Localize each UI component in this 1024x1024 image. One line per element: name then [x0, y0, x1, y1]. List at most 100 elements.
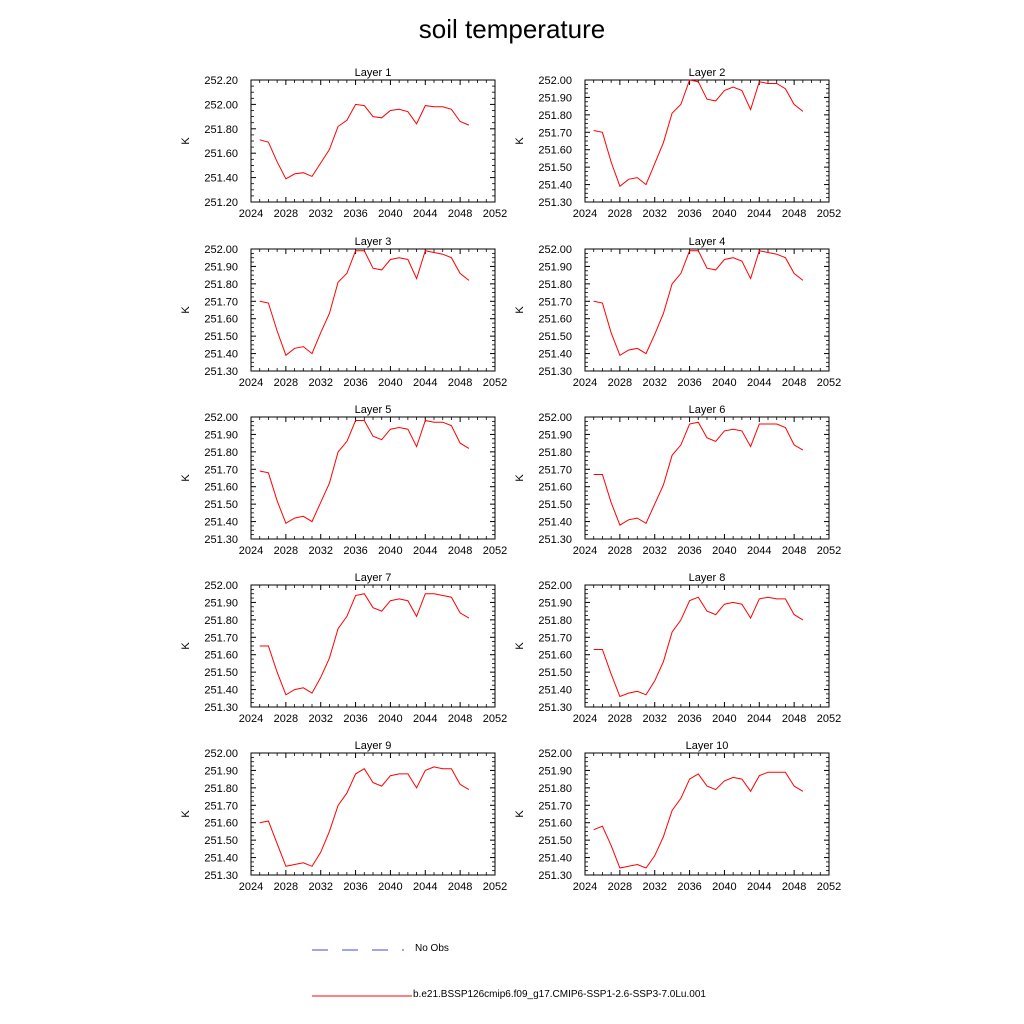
y-tick-label: 251.50 [538, 499, 572, 511]
plot-frame [584, 584, 830, 708]
x-tick-label: 2048 [782, 881, 806, 893]
x-tick-label: 2028 [274, 208, 298, 220]
x-tick-label: 2036 [677, 545, 701, 557]
x-tick-label: 2028 [608, 713, 632, 725]
y-tick-label: 251.80 [538, 615, 572, 627]
y-tick-label: 251.40 [204, 173, 238, 185]
x-tick-label: 2048 [448, 881, 472, 893]
x-tick-label: 2044 [747, 713, 771, 725]
x-tick-label: 2040 [378, 713, 402, 725]
y-tick-label: 251.60 [204, 482, 238, 494]
x-tick-label: 2048 [782, 208, 806, 220]
y-tick-label: 251.30 [538, 870, 572, 882]
panel-layer-7: Layer 7 2024 2028 2032 2036 2040 2044 2048 2052 2… [180, 572, 507, 725]
y-tick-label: 251.70 [204, 296, 238, 308]
legend-model-line [312, 995, 412, 997]
y-tick-label: 251.30 [538, 534, 572, 546]
x-tick-label: 2044 [747, 545, 771, 557]
y-tick-label: 251.40 [538, 349, 572, 361]
x-tick-label: 2024 [239, 713, 263, 725]
y-tick-label: 251.50 [538, 331, 572, 343]
y-axis-label: K [180, 137, 192, 145]
panel-layer-2: Layer 2 2024 2028 2032 2036 2040 2044 2048 2052 2… [514, 67, 841, 220]
y-tick-label: 251.40 [204, 853, 238, 865]
x-tick-label: 2028 [608, 377, 632, 389]
panel-layer-9: Layer 9 2024 2028 2032 2036 2040 2044 2048 2052 2… [180, 740, 507, 893]
y-tick-label: 251.40 [204, 349, 238, 361]
y-tick-label: 251.80 [538, 783, 572, 795]
y-tick-label: 251.70 [538, 127, 572, 139]
x-tick-label: 2044 [413, 377, 437, 389]
y-tick-label: 251.80 [204, 783, 238, 795]
x-tick-label: 2028 [274, 713, 298, 725]
panel-title: Layer 4 [689, 236, 726, 248]
x-tick-label: 2024 [573, 881, 597, 893]
x-tick-label: 2028 [608, 208, 632, 220]
y-tick-label: 251.40 [538, 853, 572, 865]
y-tick-label: 252.00 [538, 748, 572, 760]
legend-obs: No Obs [312, 942, 512, 958]
panel-layer-4: Layer 4 2024 2028 2032 2036 2040 2044 2048 2052 2… [514, 236, 841, 389]
x-tick-label: 2028 [608, 545, 632, 557]
y-axis-label: K [180, 306, 192, 314]
y-tick-label: 251.90 [204, 765, 238, 777]
x-tick-label: 2024 [573, 713, 597, 725]
x-tick-label: 2024 [239, 881, 263, 893]
panel-title: Layer 6 [689, 404, 726, 416]
x-tick-label: 2048 [782, 545, 806, 557]
y-axis-label: K [514, 306, 526, 314]
main-title: soil temperature [418, 14, 606, 44]
x-tick-label: 2032 [308, 713, 332, 725]
panel-layer-8: Layer 8 2024 2028 2032 2036 2040 2044 2048 2052 2… [514, 572, 841, 725]
y-tick-label: 251.30 [204, 870, 238, 882]
panel-title: Layer 3 [355, 236, 392, 248]
x-tick-label: 2052 [483, 713, 507, 725]
y-axis-label: K [514, 642, 526, 650]
x-tick-label: 2036 [677, 208, 701, 220]
y-tick-label: 252.00 [204, 99, 238, 111]
y-tick-label: 251.40 [538, 180, 572, 192]
panel-layer-5: Layer 5 2024 2028 2032 2036 2040 2044 2048 2052 2… [180, 404, 507, 557]
x-tick-label: 2044 [413, 208, 437, 220]
y-tick-label: 251.90 [538, 92, 572, 104]
y-tick-label: 251.80 [538, 110, 572, 122]
series-line [593, 421, 804, 526]
x-tick-label: 2052 [817, 377, 841, 389]
legend-model-label: b.e21.BSSP126cmip6.f09_g17.CMIP6-SSP1-2.… [413, 989, 706, 1000]
y-tick-label: 251.60 [204, 650, 238, 662]
x-tick-label: 2036 [677, 713, 701, 725]
y-tick-label: 252.20 [204, 75, 238, 87]
x-tick-label: 2024 [239, 545, 263, 557]
series-line [593, 771, 804, 869]
y-tick-label: 251.50 [538, 835, 572, 847]
x-tick-label: 2040 [378, 881, 402, 893]
legend-obs-label: No Obs [415, 943, 449, 954]
y-tick-label: 251.50 [204, 331, 238, 343]
y-tick-label: 251.50 [204, 835, 238, 847]
y-tick-label: 251.80 [204, 615, 238, 627]
panel-layer-6: Layer 6 2024 2028 2032 2036 2040 2044 2048 2052 2… [514, 404, 841, 557]
series-line [259, 593, 470, 696]
y-tick-label: 251.30 [204, 366, 238, 378]
x-tick-label: 2032 [642, 545, 666, 557]
y-tick-label: 252.00 [204, 580, 238, 592]
series-line [259, 419, 470, 525]
y-tick-label: 252.00 [538, 580, 572, 592]
y-tick-label: 251.80 [538, 279, 572, 291]
y-tick-label: 252.00 [204, 412, 238, 424]
x-tick-label: 2024 [573, 208, 597, 220]
x-tick-label: 2024 [239, 208, 263, 220]
legend-model: b.e21.BSSP126cmip6.f09_g17.CMIP6-SSP1-2.… [312, 988, 732, 1004]
y-tick-label: 251.70 [204, 632, 238, 644]
x-tick-label: 2040 [712, 713, 736, 725]
x-tick-label: 2052 [817, 208, 841, 220]
x-tick-label: 2044 [413, 881, 437, 893]
x-tick-label: 2036 [343, 713, 367, 725]
y-tick-label: 251.60 [538, 314, 572, 326]
y-tick-label: 251.20 [204, 197, 238, 209]
x-tick-label: 2052 [483, 881, 507, 893]
y-axis-label: K [180, 474, 192, 482]
y-tick-label: 251.50 [538, 162, 572, 174]
x-tick-label: 2044 [413, 545, 437, 557]
